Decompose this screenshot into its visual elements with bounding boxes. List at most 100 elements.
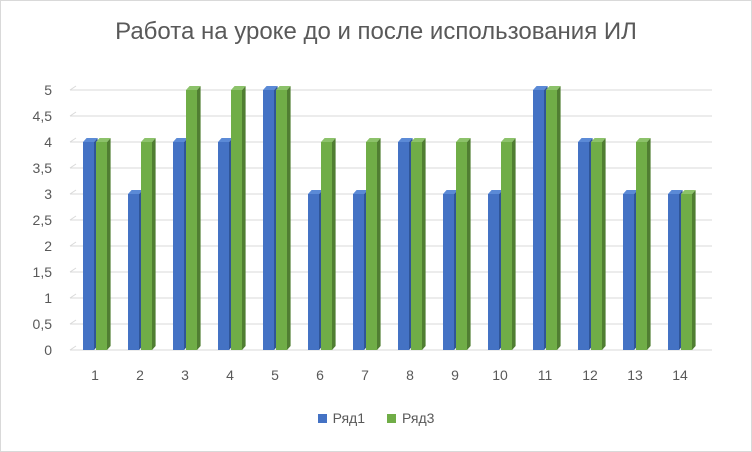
x-tick-label: 6 (316, 367, 324, 383)
bar-front (636, 142, 647, 350)
bar-front (623, 194, 634, 350)
gridline-depth (69, 111, 77, 117)
legend: Ряд1 Ряд3 (0, 410, 752, 426)
bar-top (533, 86, 548, 90)
gridline-depth (69, 85, 77, 91)
bar-2-4 (231, 86, 246, 350)
bar-1-3 (173, 138, 188, 350)
y-tick-label: 4,5 (33, 108, 53, 124)
bar-1-6 (308, 190, 323, 350)
x-tick-label: 13 (627, 367, 643, 383)
bar-front (668, 194, 679, 350)
gridline-depth (69, 293, 77, 299)
legend-label-series-2: Ряд3 (402, 410, 435, 426)
bar-top (443, 190, 458, 194)
bar-2-1 (96, 138, 111, 350)
bar-side (242, 86, 246, 350)
bar-side (107, 138, 111, 350)
bar-side (602, 138, 606, 350)
bar-top (681, 190, 696, 194)
bar-side (557, 86, 561, 350)
bar-top (276, 86, 291, 90)
bar-top (173, 138, 188, 142)
bar-side (152, 138, 156, 350)
bar-side (692, 190, 696, 350)
bar-front (186, 90, 197, 350)
bar-top (141, 138, 156, 142)
bar-side (512, 138, 516, 350)
x-tick-label: 4 (226, 367, 234, 383)
bar-front (591, 142, 602, 350)
x-tick-label: 3 (181, 367, 189, 383)
y-tick-label: 1 (44, 290, 52, 306)
gridline-depth (69, 267, 77, 273)
bar-front (218, 142, 229, 350)
bar-2-14 (681, 190, 696, 350)
bar-front (501, 142, 512, 350)
x-tick-label: 10 (492, 367, 508, 383)
bar-front (96, 142, 107, 350)
bar-2-9 (456, 138, 471, 350)
x-axis-ticks: 1 2 3 4 5 6 7 8 9 10 11 12 13 14 (91, 367, 688, 383)
x-tick-label: 1 (91, 367, 99, 383)
bar-top (668, 190, 683, 194)
y-tick-label: 2 (44, 238, 52, 254)
gridlines (69, 85, 712, 351)
bar-2-3 (186, 86, 201, 350)
y-tick-label: 5 (44, 82, 52, 98)
y-tick-label: 3 (44, 186, 52, 202)
bar-1-10 (488, 190, 503, 350)
bar-front (263, 90, 274, 350)
bar-front (366, 142, 377, 350)
bar-front (353, 194, 364, 350)
bar-front (456, 142, 467, 350)
gridline-depth (69, 163, 77, 169)
bar-1-5 (263, 86, 278, 350)
bar-side (377, 138, 381, 350)
bar-2-13 (636, 138, 651, 350)
bar-front (128, 194, 139, 350)
bar-2-11 (546, 86, 561, 350)
bar-side (197, 86, 201, 350)
bars (83, 86, 696, 350)
bar-front (411, 142, 422, 350)
bar-top (456, 138, 471, 142)
bar-top (636, 138, 651, 142)
x-tick-label: 9 (451, 367, 459, 383)
bar-top (186, 86, 201, 90)
y-tick-label: 4 (44, 134, 52, 150)
bar-side (422, 138, 426, 350)
bar-top (411, 138, 426, 142)
bar-front (533, 90, 544, 350)
bar-front (578, 142, 589, 350)
legend-swatch-series-2 (387, 413, 396, 423)
x-tick-label: 14 (672, 367, 688, 383)
legend-swatch-series-1 (317, 413, 327, 423)
bar-front (308, 194, 319, 350)
bar-front (488, 194, 499, 350)
x-tick-label: 2 (136, 367, 144, 383)
gridline-depth (69, 137, 77, 143)
gridline-depth (69, 189, 77, 195)
y-tick-label: 0 (44, 342, 52, 358)
bar-top (353, 190, 368, 194)
bar-front (681, 194, 692, 350)
bar-1-14 (668, 190, 683, 350)
legend-item-series-1: Ряд1 (317, 410, 365, 426)
bar-1-9 (443, 190, 458, 350)
bar-side (647, 138, 651, 350)
bar-front (546, 90, 557, 350)
x-tick-label: 7 (361, 367, 369, 383)
bar-top (128, 190, 143, 194)
bar-1-2 (128, 190, 143, 350)
bar-2-2 (141, 138, 156, 350)
x-tick-label: 5 (271, 367, 279, 383)
x-tick-label: 12 (582, 367, 598, 383)
bar-top (218, 138, 233, 142)
bar-top (623, 190, 638, 194)
x-tick-label: 8 (406, 367, 414, 383)
bar-front (83, 142, 94, 350)
bar-front (141, 142, 152, 350)
bar-2-12 (591, 138, 606, 350)
bar-top (308, 190, 323, 194)
